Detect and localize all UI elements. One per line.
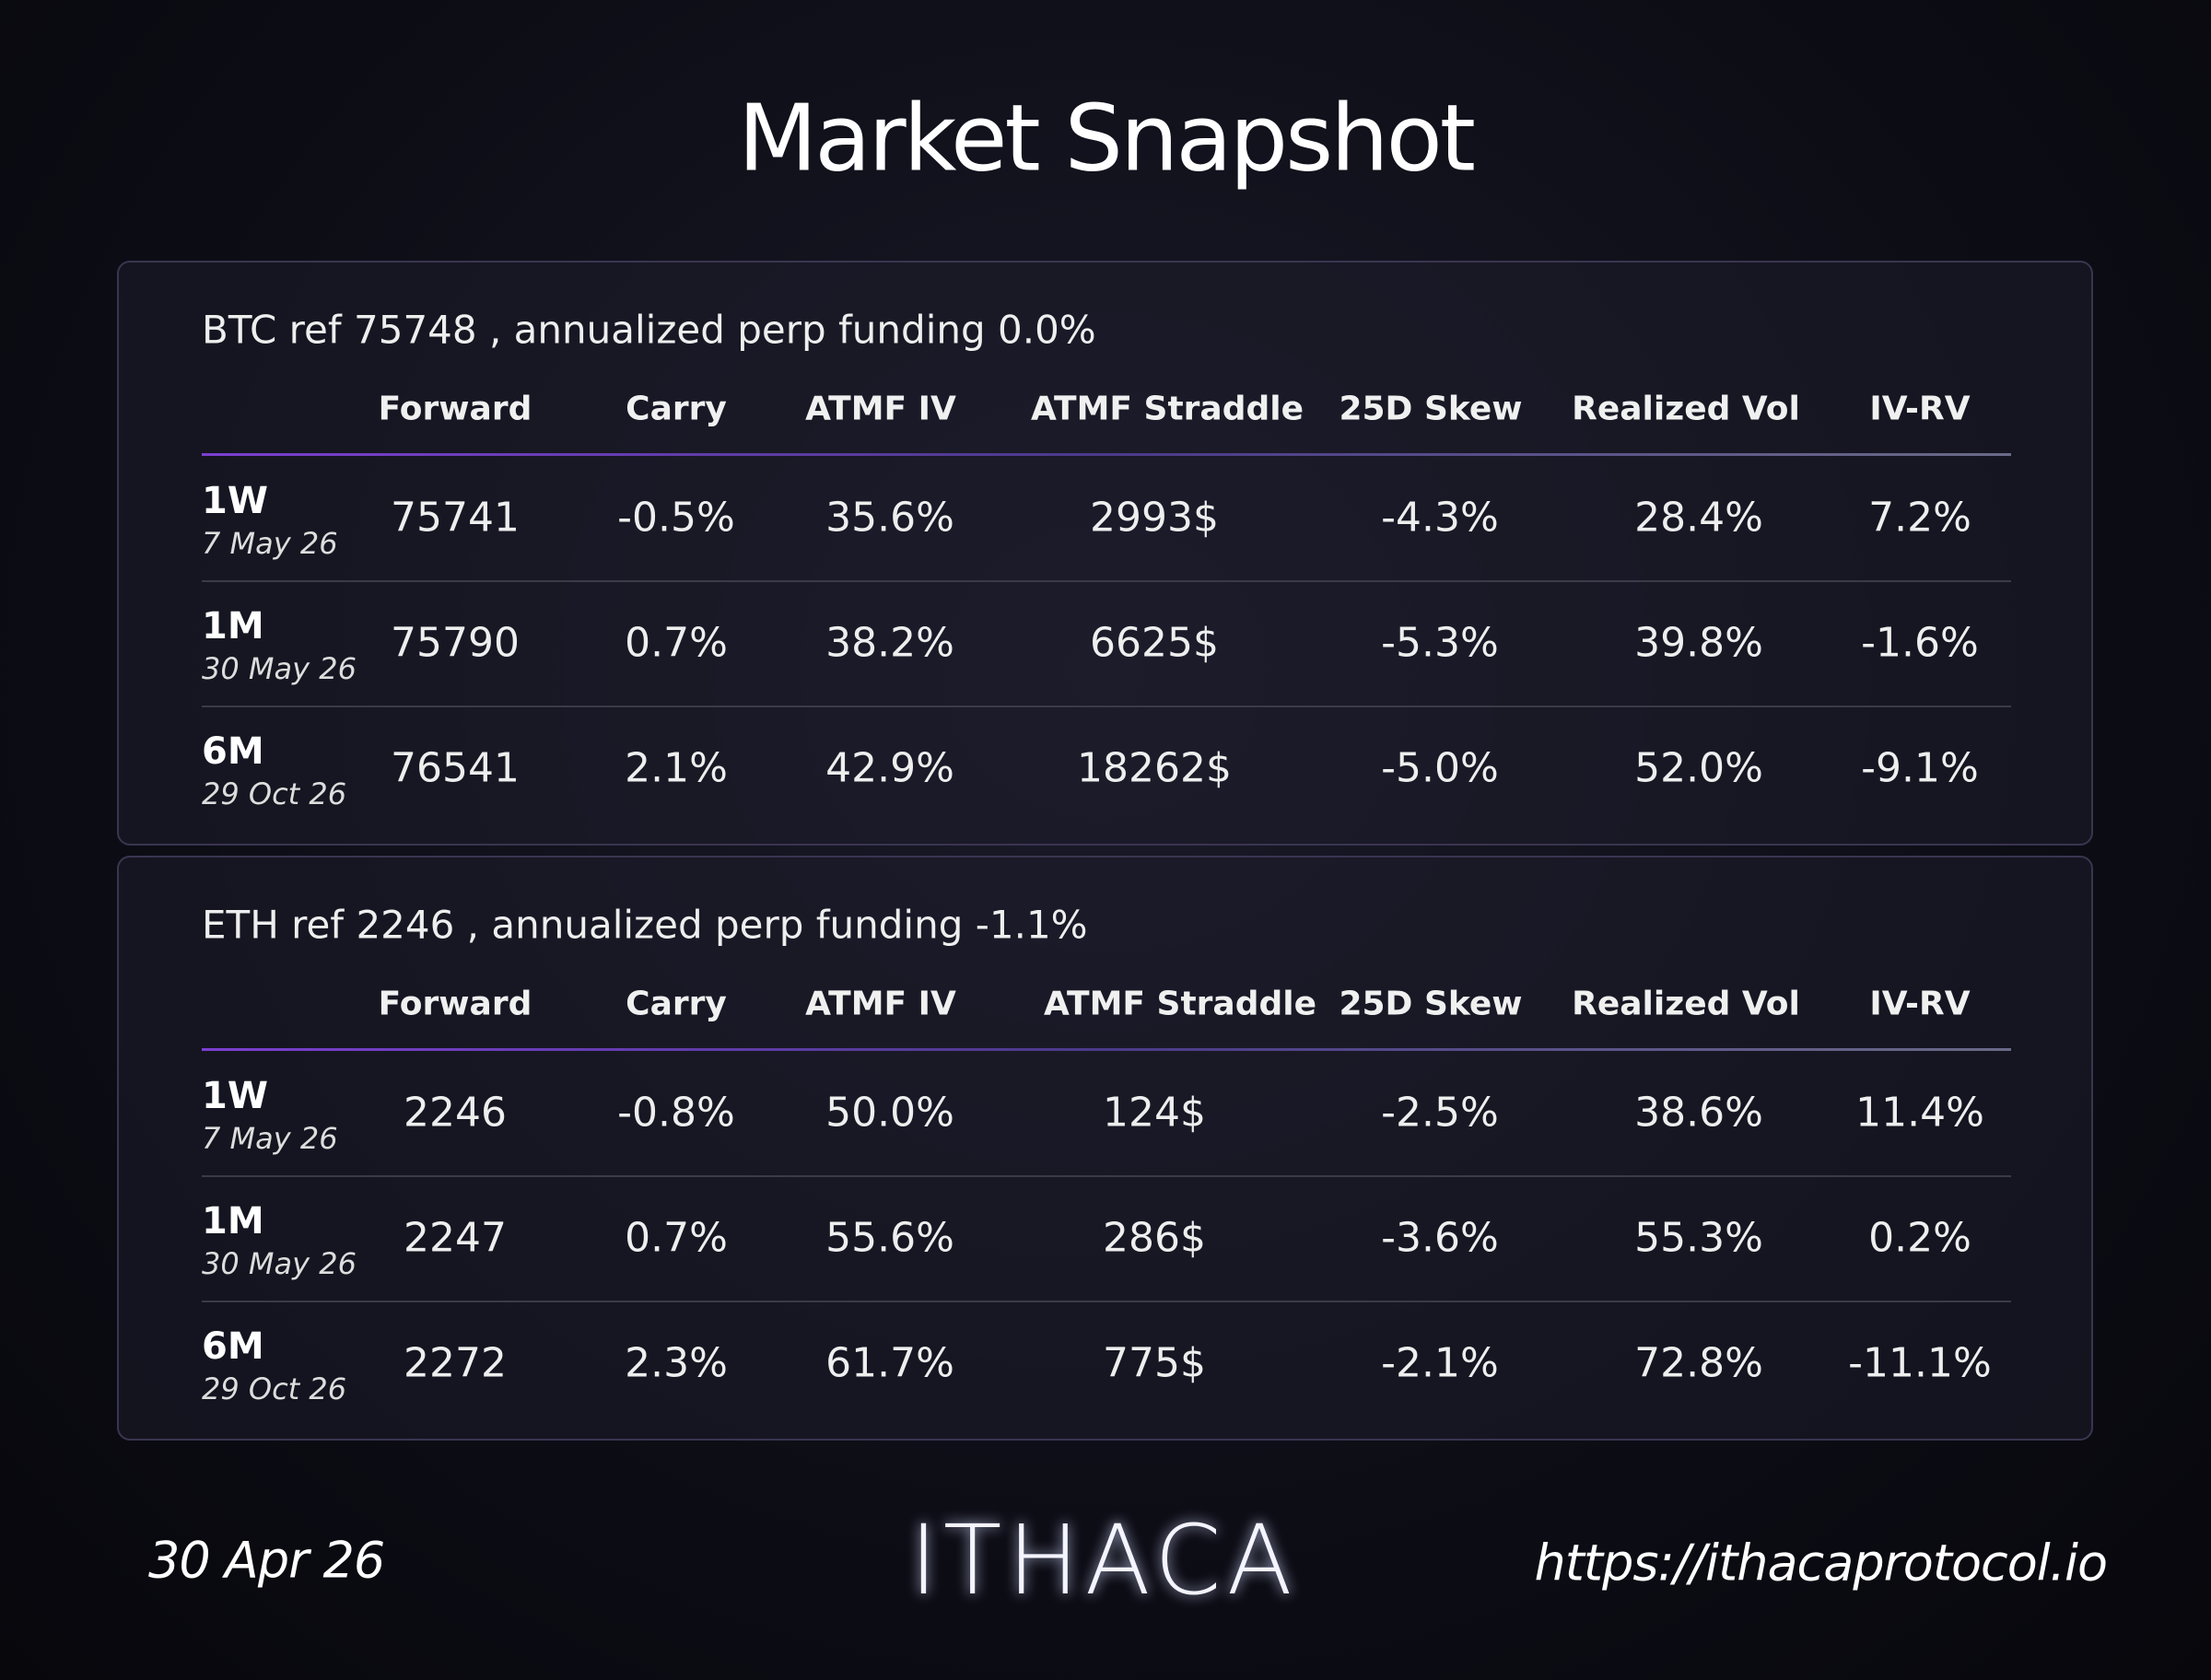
cell-value: 2.3% [625, 1339, 728, 1387]
cell-value: 6625$ [1090, 619, 1219, 667]
cell-value: 0.2% [1868, 1214, 1971, 1262]
cell-value: 124$ [1103, 1089, 1206, 1137]
cell-value: 28.4% [1634, 494, 1763, 542]
column-header: 25D Skew [1339, 985, 1523, 1023]
column-header: Realized Vol [1572, 985, 1800, 1023]
cell-value: -4.3% [1381, 494, 1499, 542]
cell-value: 2272 [404, 1339, 507, 1387]
cell-value: 0.7% [625, 1214, 728, 1262]
cell-value: 18262$ [1077, 744, 1232, 792]
column-header: Carry [626, 390, 727, 428]
cell-value: -0.5% [617, 494, 735, 542]
panel [117, 856, 2093, 1441]
expiry-date: 7 May 26 [202, 1121, 338, 1156]
cell-value: 50.0% [825, 1089, 954, 1137]
cell-value: -3.6% [1381, 1214, 1499, 1262]
row-divider [202, 706, 2011, 707]
footer-url[interactable]: https://ithacaprotocol.io [1534, 1534, 2108, 1592]
cell-value: 775$ [1103, 1339, 1206, 1387]
cell-value: -5.3% [1381, 619, 1499, 667]
cell-value: 52.0% [1634, 744, 1763, 792]
column-header: Forward [378, 390, 532, 428]
cell-value: 39.8% [1634, 619, 1763, 667]
header-line [202, 453, 2011, 456]
cell-value: 75790 [391, 619, 520, 667]
cell-value: 286$ [1103, 1214, 1206, 1262]
cell-value: 7.2% [1868, 494, 1971, 542]
cell-value: 2246 [404, 1089, 507, 1137]
title: Market Snapshot [737, 84, 1476, 192]
cell-value: 55.3% [1634, 1214, 1763, 1262]
tenor: 1M [202, 1200, 264, 1242]
footer-date: 30 Apr 26 [148, 1531, 385, 1590]
column-header: Carry [626, 985, 727, 1023]
cell-value: 75741 [391, 494, 520, 542]
logo: ITHACA [909, 1504, 1298, 1616]
cell-value: 42.9% [825, 744, 954, 792]
cell-value: -9.1% [1861, 744, 1979, 792]
tenor: 6M [202, 730, 264, 773]
cell-value: 2993$ [1090, 494, 1219, 542]
cell-value: 0.7% [625, 619, 728, 667]
cell-value: 76541 [391, 744, 520, 792]
column-header: Realized Vol [1572, 390, 1800, 428]
cell-value: -0.8% [617, 1089, 735, 1137]
cell-value: -1.6% [1861, 619, 1979, 667]
tenor: 6M [202, 1325, 264, 1368]
cell-value: -2.5% [1381, 1089, 1499, 1137]
column-header: IV-RV [1869, 390, 1971, 428]
column-header: ATMF IV [805, 390, 956, 428]
panel-heading: BTC ref 75748 , annualized perp funding … [202, 307, 1096, 353]
cell-value: 2247 [404, 1214, 507, 1262]
tenor: 1M [202, 605, 264, 648]
expiry-date: 7 May 26 [202, 526, 338, 561]
expiry-date: 29 Oct 26 [202, 776, 347, 811]
column-header: IV-RV [1869, 985, 1971, 1023]
cell-value: 72.8% [1634, 1339, 1763, 1387]
cell-value: 61.7% [825, 1339, 954, 1387]
header-line [202, 1048, 2011, 1051]
cell-value: 2.1% [625, 744, 728, 792]
cell-value: 11.4% [1855, 1089, 1984, 1137]
column-header: Forward [378, 985, 532, 1023]
cell-value: 38.2% [825, 619, 954, 667]
cell-value: 35.6% [825, 494, 954, 542]
row-divider [202, 1175, 2011, 1177]
panel-heading: ETH ref 2246 , annualized perp funding -… [202, 902, 1088, 948]
column-header: 25D Skew [1339, 390, 1523, 428]
tenor: 1W [202, 480, 268, 522]
expiry-date: 30 May 26 [202, 651, 357, 686]
column-header: ATMF IV [805, 985, 956, 1023]
tenor: 1W [202, 1075, 268, 1117]
expiry-date: 29 Oct 26 [202, 1371, 347, 1406]
column-header: ATMF Straddle [1030, 390, 1304, 428]
cell-value: 38.6% [1634, 1089, 1763, 1137]
cell-value: -11.1% [1848, 1339, 1992, 1387]
panel [117, 261, 2093, 846]
column-header: ATMF Straddle [1043, 985, 1317, 1023]
row-divider [202, 580, 2011, 582]
row-divider [202, 1301, 2011, 1302]
expiry-date: 30 May 26 [202, 1246, 357, 1281]
cell-value: -5.0% [1381, 744, 1499, 792]
cell-value: 55.6% [825, 1214, 954, 1262]
cell-value: -2.1% [1381, 1339, 1499, 1387]
